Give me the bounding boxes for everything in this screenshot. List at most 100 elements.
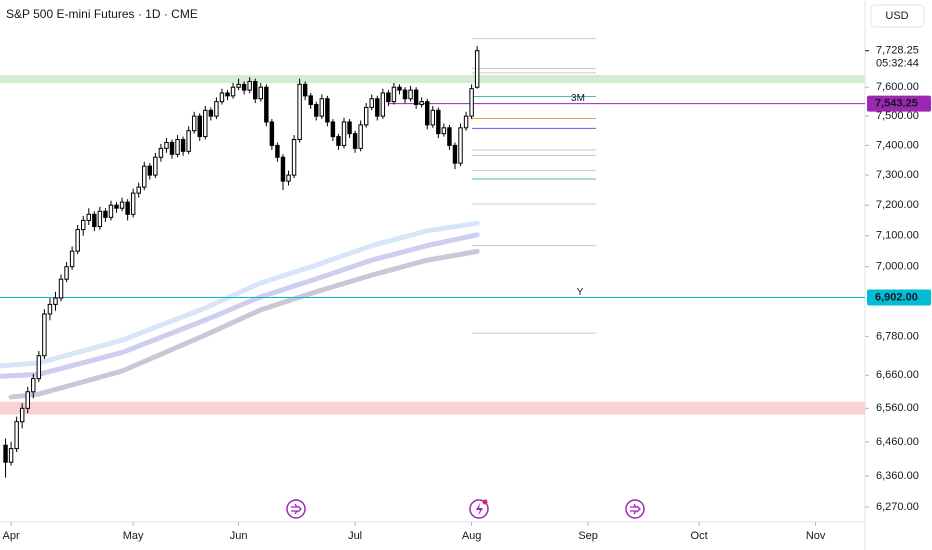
x-tick-label: Sep <box>578 530 598 542</box>
candle-body <box>275 144 280 158</box>
candle-body <box>153 156 158 176</box>
candle-body <box>375 98 380 117</box>
candle-body <box>219 92 225 103</box>
candle-body <box>25 391 30 409</box>
candle-body <box>53 297 58 305</box>
last-price-label: 7,728.25 <box>876 45 919 57</box>
candle-body <box>413 89 419 106</box>
candle-body <box>169 141 175 155</box>
candle-body <box>391 86 397 103</box>
candle-body <box>92 213 97 228</box>
candle-body <box>8 448 14 463</box>
candle-body <box>369 98 374 108</box>
candle-body <box>236 83 241 88</box>
candle-body <box>419 101 424 106</box>
x-tick-label: Jul <box>348 530 362 542</box>
price-badge-label: 6,902.00 <box>875 291 918 303</box>
candle-body <box>97 210 103 228</box>
candle-body <box>386 92 391 103</box>
currency[interactable]: USD <box>885 10 908 22</box>
x-tick-label: Aug <box>462 530 482 542</box>
candle-body <box>286 174 291 182</box>
candle-body <box>458 127 463 164</box>
candle-body <box>302 83 308 97</box>
price-badge <box>867 95 931 112</box>
y-tick-label: 6,270.00 <box>876 501 919 513</box>
candle-body <box>397 86 402 91</box>
candle-body <box>36 355 42 380</box>
candle-body <box>203 109 208 138</box>
candle-body <box>358 124 363 149</box>
candle-body <box>42 313 47 357</box>
y-tick-label: 6,660.00 <box>876 369 919 381</box>
candle-body <box>75 229 80 252</box>
candle-body <box>308 95 313 106</box>
price-badge-label: 7,543.25 <box>875 97 918 109</box>
event-icon[interactable] <box>625 499 645 519</box>
candle-body <box>14 421 19 450</box>
candle-body <box>130 192 136 215</box>
candle-body <box>447 127 452 146</box>
candle-body <box>430 109 435 126</box>
candle-body <box>441 127 447 135</box>
candle-body <box>436 109 441 135</box>
y-tick-label: 7,200.00 <box>876 199 919 211</box>
candle-body <box>164 141 169 149</box>
candle-body <box>81 219 86 231</box>
candle-body <box>86 213 91 221</box>
event-icon[interactable] <box>286 499 306 519</box>
candle-body <box>247 80 252 91</box>
zone <box>0 74 866 84</box>
event-icon[interactable] <box>469 499 489 519</box>
candle-body <box>214 101 219 117</box>
y-tick-label: 6,780.00 <box>876 330 919 342</box>
candle-body <box>347 121 352 135</box>
candle-body <box>3 444 8 463</box>
candle-body <box>352 133 358 149</box>
candle-body <box>330 121 336 138</box>
plot-area: 3M Y <box>0 38 866 478</box>
candle-body <box>314 104 319 117</box>
x-tick-label: Jun <box>230 530 248 542</box>
candle-body <box>452 144 458 164</box>
candle-body <box>103 210 108 218</box>
candle-body <box>463 115 469 129</box>
candle-body <box>180 139 186 152</box>
candle-body <box>363 106 369 126</box>
candle-body <box>147 165 153 176</box>
candle-body <box>380 92 386 117</box>
moving-average <box>0 232 480 379</box>
candle-body <box>230 86 236 97</box>
candle-body <box>336 136 341 146</box>
y-tick-label: 7,300.00 <box>876 169 919 181</box>
x-tick-label: May <box>123 530 144 542</box>
candle-body <box>258 86 263 100</box>
y-tick-label: 7,500.00 <box>876 110 919 122</box>
candle-body <box>297 83 302 141</box>
candle-body <box>64 266 69 280</box>
candle-body <box>125 201 130 215</box>
moving-average <box>0 220 480 369</box>
candle-body <box>341 121 347 146</box>
candle-body <box>208 109 214 117</box>
candle-body <box>225 92 230 97</box>
price-line-label: 3M <box>571 93 585 104</box>
candle-body <box>158 147 164 158</box>
y-tick-label: 6,460.00 <box>876 436 919 448</box>
moving-average <box>8 248 480 400</box>
candle-body <box>31 378 36 393</box>
candle-body <box>408 89 413 100</box>
y-tick-label: 7,600.00 <box>876 81 919 93</box>
candle-body <box>114 204 119 209</box>
candle-body <box>241 83 247 91</box>
currency-button[interactable] <box>870 4 925 28</box>
price-line-label: Y <box>577 287 584 298</box>
candle-body <box>469 88 474 117</box>
candle-body <box>264 86 269 123</box>
candle-body <box>108 204 114 218</box>
y-tick-label: 6,560.00 <box>876 402 919 414</box>
candle-body <box>191 115 197 132</box>
chart-title: S&P 500 E-mini Futures · 1D · CME <box>6 7 198 21</box>
